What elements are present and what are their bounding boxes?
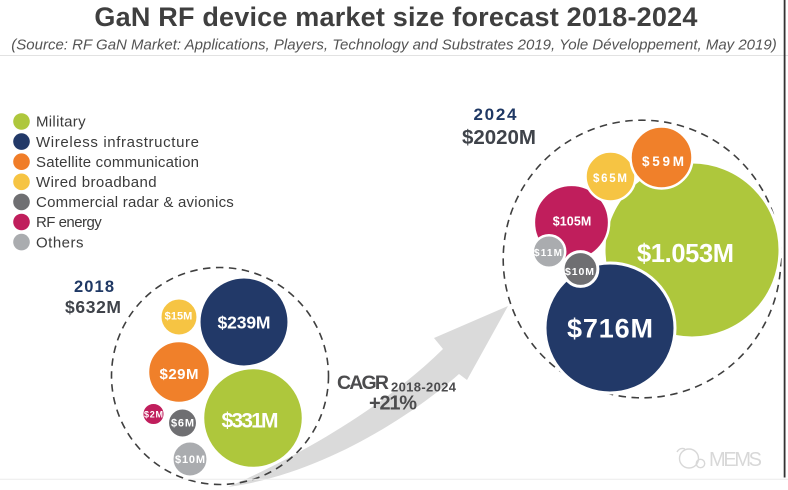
svg-text:2024: 2024 (474, 105, 518, 124)
svg-text:$29M: $29M (160, 366, 199, 383)
svg-text:$59M: $59M (642, 154, 684, 169)
svg-text:Commercial radar & avionics: Commercial radar & avionics (36, 194, 234, 211)
svg-text:$6M: $6M (171, 418, 194, 430)
svg-text:Wired broadband: Wired broadband (36, 174, 157, 191)
svg-text:+21%: +21% (369, 393, 417, 415)
svg-text:GaN RF device market size fore: GaN RF device market size forecast 2018-… (94, 2, 697, 32)
svg-text:$11M: $11M (534, 248, 562, 259)
svg-text:2018-2024: 2018-2024 (391, 380, 457, 395)
svg-text:$2M: $2M (144, 410, 163, 420)
svg-text:$10M: $10M (175, 454, 205, 466)
svg-text:$2020M: $2020M (462, 126, 536, 149)
svg-text:$1.053M: $1.053M (637, 240, 734, 268)
svg-text:$10M: $10M (565, 266, 594, 278)
svg-text:Satellite communication: Satellite communication (36, 154, 199, 171)
svg-text:$632M: $632M (65, 297, 121, 317)
svg-text:MEMS: MEMS (709, 449, 762, 471)
svg-text:Military: Military (36, 114, 86, 131)
svg-text:RF energy: RF energy (36, 214, 102, 231)
svg-text:(Source: RF GaN Market: Applic: (Source: RF GaN Market: Applications, Pl… (11, 37, 776, 54)
svg-text:$716M: $716M (567, 314, 653, 344)
svg-text:Others: Others (36, 234, 84, 251)
svg-text:$331M: $331M (222, 410, 279, 433)
svg-text:$239M: $239M (218, 313, 271, 333)
svg-text:CAGR: CAGR (337, 372, 389, 394)
svg-text:$105M: $105M (553, 215, 592, 229)
svg-text:$65M: $65M (593, 173, 627, 185)
svg-text:2018: 2018 (74, 278, 114, 296)
svg-text:$15M: $15M (165, 311, 193, 323)
svg-text:Wireless infrastructure: Wireless infrastructure (36, 134, 199, 151)
